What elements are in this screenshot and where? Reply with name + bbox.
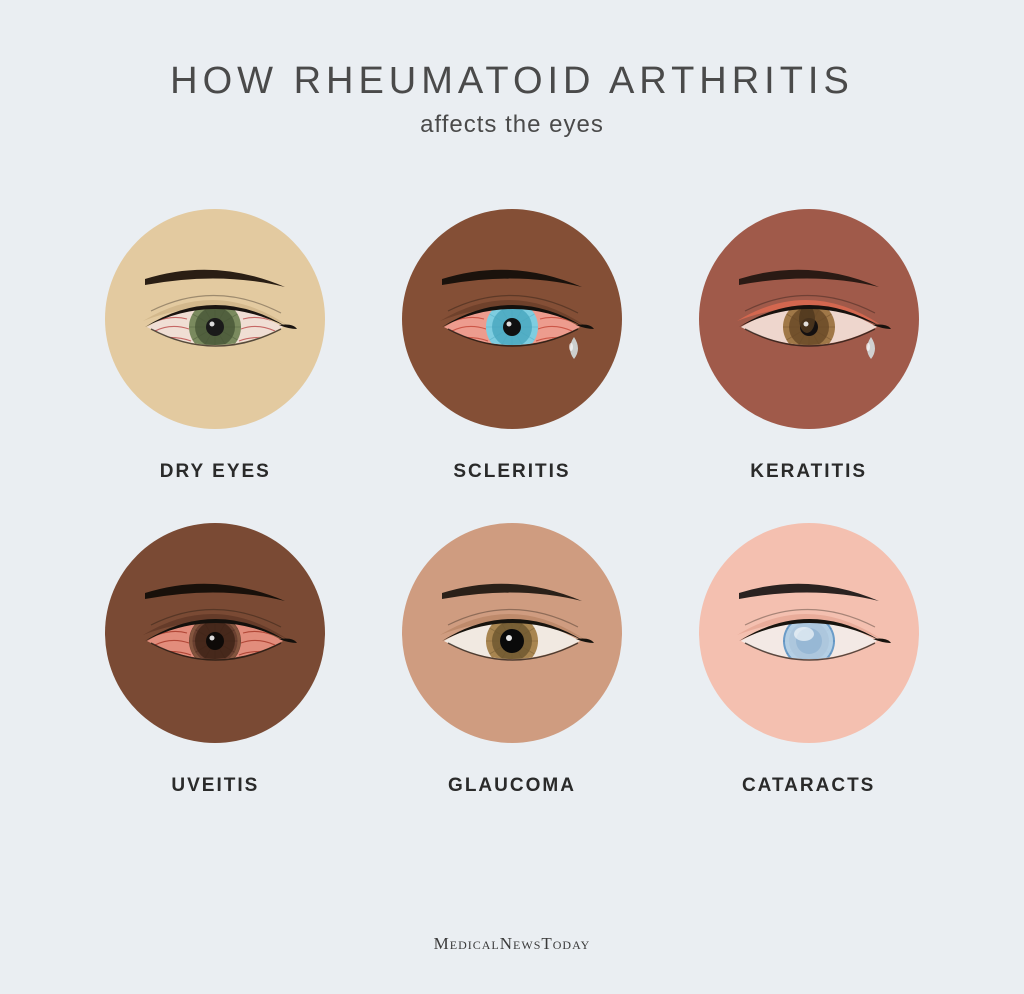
condition-scleritis: SCLERITIS	[399, 209, 626, 483]
eye-icon	[105, 209, 325, 429]
condition-dry-eyes: DRY EYES	[102, 209, 329, 483]
condition-cataracts: CATARACTS	[695, 523, 922, 797]
eye-icon	[699, 209, 919, 429]
glaucoma-label: GLAUCOMA	[448, 775, 576, 797]
page-subtitle: affects the eyes	[420, 111, 604, 139]
conditions-grid: DRY EYES SCLERITIS KERATITIS UVEITIS GLAUCOM…	[102, 209, 922, 797]
condition-glaucoma: GLAUCOMA	[399, 523, 626, 797]
scleritis-illustration	[402, 209, 622, 429]
cataracts-label: CATARACTS	[742, 775, 875, 797]
footer-brand: MedicalNewsToday	[0, 934, 1024, 954]
uveitis-label: UVEITIS	[171, 775, 259, 797]
uveitis-illustration	[105, 523, 325, 743]
eye-icon	[402, 209, 622, 429]
dry-eyes-illustration	[105, 209, 325, 429]
keratitis-illustration	[699, 209, 919, 429]
eye-icon	[699, 523, 919, 743]
glaucoma-illustration	[402, 523, 622, 743]
eye-icon	[402, 523, 622, 743]
scleritis-label: SCLERITIS	[453, 461, 570, 483]
condition-uveitis: UVEITIS	[102, 523, 329, 797]
cataracts-illustration	[699, 523, 919, 743]
keratitis-label: KERATITIS	[750, 461, 867, 483]
dry-eyes-label: DRY EYES	[160, 461, 271, 483]
condition-keratitis: KERATITIS	[695, 209, 922, 483]
eye-icon	[105, 523, 325, 743]
page-title: HOW RHEUMATOID ARTHRITIS	[170, 60, 854, 103]
